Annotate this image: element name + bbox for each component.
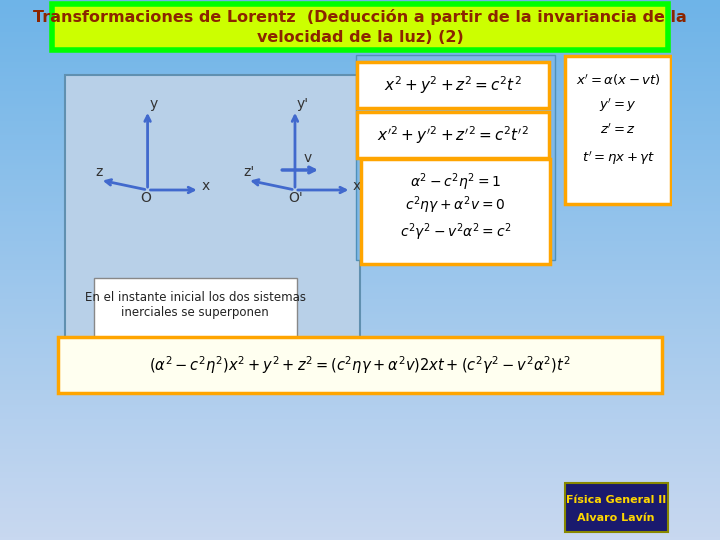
FancyBboxPatch shape xyxy=(361,159,550,264)
Text: O': O' xyxy=(288,191,303,205)
Text: $c^2\gamma^2 - v^2\alpha^2 = c^2$: $c^2\gamma^2 - v^2\alpha^2 = c^2$ xyxy=(400,221,511,243)
Text: x: x xyxy=(202,179,210,193)
Text: $x' = \alpha(x - vt)$: $x' = \alpha(x - vt)$ xyxy=(576,72,661,87)
FancyBboxPatch shape xyxy=(564,483,667,532)
FancyBboxPatch shape xyxy=(357,62,549,108)
Text: Alvaro Lavín: Alvaro Lavín xyxy=(577,513,654,523)
Text: velocidad de la luz) (2): velocidad de la luz) (2) xyxy=(256,30,464,44)
Text: $(\alpha^2 - c^2\eta^2)x^2 + y^2 + z^2 = (c^2\eta\gamma + \alpha^2 v)2xt + (c^2\: $(\alpha^2 - c^2\eta^2)x^2 + y^2 + z^2 =… xyxy=(149,354,571,376)
Text: $y' = y$: $y' = y$ xyxy=(600,96,637,114)
Text: $t' = \eta x + \gamma t$: $t' = \eta x + \gamma t$ xyxy=(582,149,655,167)
FancyBboxPatch shape xyxy=(564,56,671,204)
Text: y': y' xyxy=(297,97,309,111)
Text: $x^2 + y^2 + z^2 = c^2t^2$: $x^2 + y^2 + z^2 = c^2t^2$ xyxy=(384,74,521,96)
Text: Física General II: Física General II xyxy=(566,495,666,505)
FancyBboxPatch shape xyxy=(94,278,297,337)
FancyBboxPatch shape xyxy=(357,112,549,158)
FancyBboxPatch shape xyxy=(58,337,662,393)
Text: y: y xyxy=(149,97,158,111)
FancyBboxPatch shape xyxy=(66,75,360,340)
Text: Transformaciones de Lorentz  (Deducción a partir de la invariancia de la: Transformaciones de Lorentz (Deducción a… xyxy=(33,9,687,25)
Text: x': x' xyxy=(353,179,365,193)
Text: $\alpha^2 - c^2\eta^2 = 1$: $\alpha^2 - c^2\eta^2 = 1$ xyxy=(410,171,501,193)
Text: z': z' xyxy=(243,165,254,179)
Text: O: O xyxy=(140,191,151,205)
Text: $c^2\eta\gamma + \alpha^2 v = 0$: $c^2\eta\gamma + \alpha^2 v = 0$ xyxy=(405,194,505,216)
Text: z: z xyxy=(96,165,103,179)
Text: v: v xyxy=(304,151,312,165)
FancyBboxPatch shape xyxy=(53,4,667,50)
Text: $x'^2 + y'^2 + z'^2 = c^2t'^2$: $x'^2 + y'^2 + z'^2 = c^2t'^2$ xyxy=(377,124,528,146)
Text: $z' = z$: $z' = z$ xyxy=(600,123,636,137)
Text: En el instante inicial los dos sistemas
inerciales se superponen: En el instante inicial los dos sistemas … xyxy=(85,291,306,319)
FancyBboxPatch shape xyxy=(356,55,555,260)
